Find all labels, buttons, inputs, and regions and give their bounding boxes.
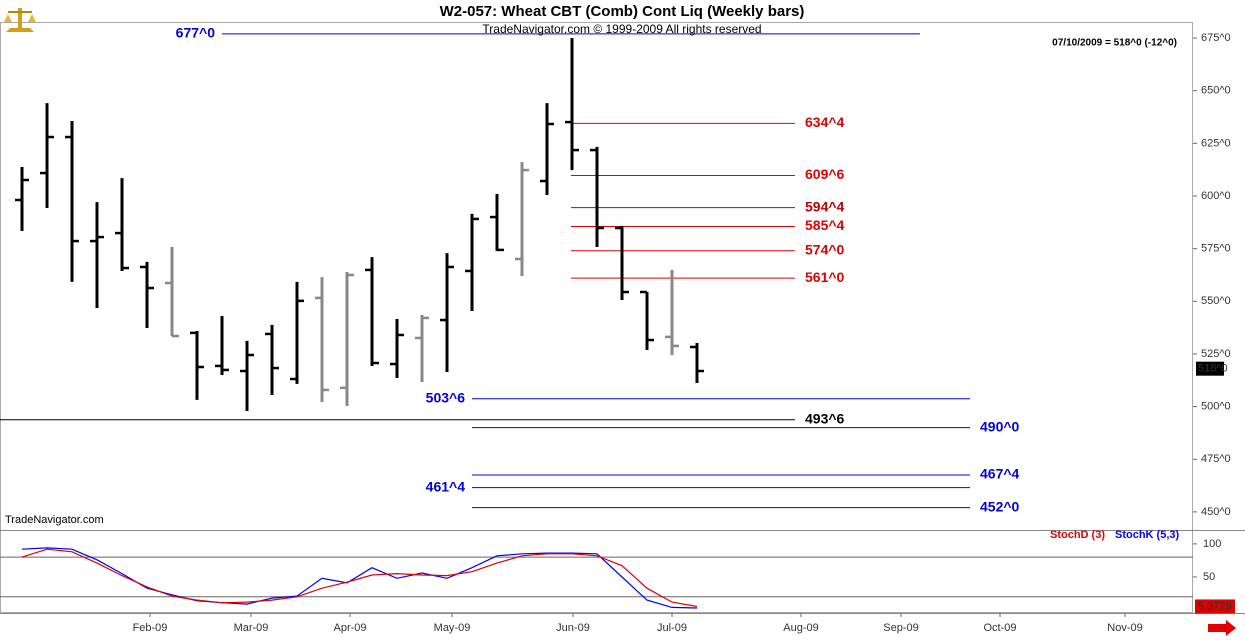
- y-tick-label: 575^0: [1201, 243, 1231, 255]
- level-label: 467^4: [980, 466, 1020, 482]
- plot-frame: [0, 22, 1193, 613]
- chart-subtitle: TradeNavigator.com © 1999-2009 All right…: [482, 22, 761, 36]
- ohlc-bar: [390, 318, 404, 378]
- level-label: 677^0: [176, 25, 216, 41]
- last-value-label: 5.3729: [1198, 600, 1232, 612]
- level-label: 452^0: [980, 498, 1020, 514]
- level-label: 609^6: [805, 166, 845, 182]
- legend-entry: StochD (3): [1050, 529, 1105, 541]
- ohlc-bar: [190, 330, 204, 400]
- ohlc-bar: [615, 225, 629, 301]
- level-label: 634^4: [805, 114, 845, 130]
- y-tick-label: 500^0: [1201, 400, 1231, 412]
- level-label: 493^6: [805, 410, 845, 426]
- ohlc-bar: [465, 213, 479, 311]
- ohlc-bar: [315, 277, 329, 402]
- stoch-line: [21, 548, 698, 608]
- last-value-box: [1195, 599, 1235, 614]
- x-tick-label: Mar-09: [234, 622, 269, 634]
- x-tick-label: Aug-09: [783, 622, 818, 634]
- last-price-box: [1196, 361, 1224, 376]
- ohlc-bar: [240, 340, 254, 412]
- x-tick-label: Apr-09: [333, 622, 366, 634]
- price-info: 07/10/2009 = 518^0 (-12^0): [1052, 38, 1177, 49]
- x-tick-label: May-09: [434, 622, 471, 634]
- ohlc-bar: [140, 261, 154, 329]
- x-tick-label: Jun-09: [556, 622, 590, 634]
- ohlc-bar: [265, 324, 279, 396]
- level-label: 461^4: [426, 478, 466, 494]
- watermark: TradeNavigator.com: [5, 514, 104, 526]
- ohlc-bar: [565, 38, 579, 171]
- level-label: 490^0: [980, 418, 1020, 434]
- ohlc-bar: [115, 178, 129, 271]
- ohlc-bar: [290, 281, 304, 384]
- y-tick-label: 525^0: [1201, 348, 1231, 360]
- level-label: 503^6: [426, 389, 466, 405]
- chart-title: W2-057: Wheat CBT (Comb) Cont Liq (Weekl…: [440, 3, 805, 20]
- ohlc-bar: [590, 146, 604, 247]
- ohlc-bar: [340, 272, 354, 406]
- x-tick-label: Jul-09: [657, 622, 687, 634]
- y-tick-label: 100: [1203, 538, 1221, 550]
- legend-entry: StochK (5,3): [1115, 529, 1180, 541]
- y-tick-label: 600^0: [1201, 190, 1231, 202]
- ohlc-bar: [490, 193, 504, 252]
- ohlc-bar: [665, 269, 679, 355]
- level-label: 574^0: [805, 241, 845, 257]
- x-tick-label: Sep-09: [883, 622, 918, 634]
- y-tick-label: 550^0: [1201, 295, 1231, 307]
- ohlc-bar: [65, 121, 79, 282]
- ohlc-bar: [90, 202, 104, 309]
- level-label: 594^4: [805, 198, 845, 214]
- ohlc-bar: [365, 257, 379, 366]
- ohlc-bar: [690, 342, 704, 384]
- ohlc-bar: [540, 103, 554, 195]
- ohlc-bar: [415, 314, 429, 382]
- ohlc-bar: [215, 316, 229, 376]
- ohlc-bar: [440, 253, 454, 373]
- x-tick-label: Feb-09: [133, 622, 168, 634]
- level-label: 561^0: [805, 269, 845, 285]
- y-tick-label: 650^0: [1201, 85, 1231, 97]
- ohlc-bar: [640, 290, 654, 350]
- y-tick-label: 50: [1203, 571, 1215, 583]
- ohlc-bar: [165, 246, 179, 338]
- last-price-label: 518^0: [1198, 363, 1228, 375]
- y-tick-label: 475^0: [1201, 453, 1231, 465]
- y-tick-label: 450^0: [1201, 506, 1231, 518]
- ohlc-bar: [15, 166, 29, 231]
- x-tick-label: Oct-09: [983, 622, 1016, 634]
- y-tick-label: 625^0: [1201, 137, 1231, 149]
- scroll-arrow[interactable]: [1208, 620, 1236, 636]
- level-label: 585^4: [805, 217, 845, 233]
- ohlc-bar: [515, 162, 529, 277]
- ohlc-bar: [40, 103, 54, 209]
- x-tick-label: Nov-09: [1107, 622, 1142, 634]
- y-tick-label: 675^0: [1201, 32, 1231, 44]
- logo-icon: [4, 8, 36, 32]
